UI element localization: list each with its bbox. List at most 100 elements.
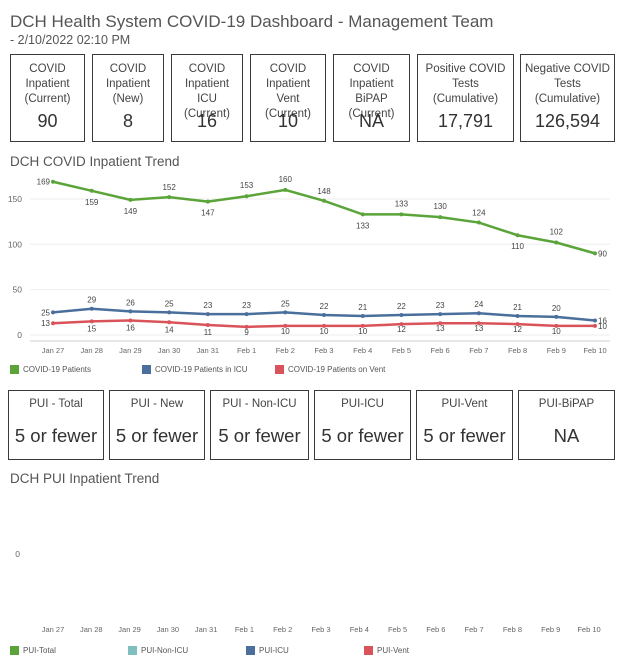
legend-label: COVID-19 Patients in ICU bbox=[155, 365, 248, 374]
legend-swatch bbox=[10, 646, 19, 655]
kpi-positive-tests: Positive COVID Tests (Cumulative) 17,791 bbox=[417, 54, 514, 142]
data-point bbox=[476, 311, 481, 316]
legend-label: COVID-19 Patients on Vent bbox=[288, 365, 386, 374]
kpi-label: COVID Inpatient BiPAP (Current) bbox=[348, 63, 395, 120]
data-label: 169 bbox=[37, 178, 51, 187]
data-point bbox=[438, 321, 443, 326]
data-point bbox=[399, 322, 404, 327]
legend-label: PUI-Vent bbox=[377, 646, 410, 655]
pui-trend-title: DCH PUI Inpatient Trend bbox=[10, 471, 160, 486]
data-label: 26 bbox=[126, 298, 135, 307]
data-label: 25 bbox=[165, 299, 174, 308]
legend-pui-vent[interactable]: PUI-Vent bbox=[364, 646, 409, 655]
legend-label: PUI-Non-ICU bbox=[141, 646, 189, 655]
legend-label: PUI-Total bbox=[23, 646, 56, 655]
data-point bbox=[515, 233, 520, 238]
data-point bbox=[438, 215, 443, 220]
data-point bbox=[244, 324, 249, 329]
data-label: 21 bbox=[513, 303, 522, 312]
data-label: 110 bbox=[511, 242, 524, 251]
data-label: 23 bbox=[242, 301, 251, 310]
x-tick-label: Feb 8 bbox=[508, 346, 527, 355]
data-label: 12 bbox=[397, 325, 406, 334]
legend-label: PUI-ICU bbox=[259, 646, 289, 655]
data-point bbox=[128, 309, 133, 314]
data-label: 152 bbox=[162, 183, 176, 192]
data-point bbox=[167, 310, 172, 315]
x-tick-label: Feb 7 bbox=[465, 625, 484, 634]
data-point bbox=[476, 220, 481, 225]
data-label: 12 bbox=[513, 325, 522, 334]
data-point bbox=[476, 321, 481, 326]
data-label: 14 bbox=[165, 325, 174, 334]
legend-swatch bbox=[275, 365, 284, 374]
data-point bbox=[51, 321, 55, 326]
data-label: 23 bbox=[203, 301, 212, 310]
data-point bbox=[51, 179, 55, 184]
x-tick-label: Jan 31 bbox=[195, 625, 218, 634]
data-point bbox=[128, 318, 133, 323]
pui-label: PUI-BiPAP bbox=[538, 398, 595, 410]
kpi-value: 10 bbox=[277, 111, 299, 131]
x-tick-label: Feb 4 bbox=[353, 346, 372, 355]
data-label: 10 bbox=[281, 327, 290, 336]
data-point bbox=[205, 312, 210, 317]
legend-covid-icu[interactable]: COVID-19 Patients in ICU bbox=[142, 365, 247, 374]
data-label: 124 bbox=[472, 209, 486, 218]
kpi-covid-inpatient-new: COVID Inpatient (New) 8 bbox=[92, 54, 164, 142]
x-tick-label: Feb 5 bbox=[388, 625, 407, 634]
data-label: 22 bbox=[397, 302, 406, 311]
data-point bbox=[167, 320, 172, 325]
pui-value: 5 or fewer bbox=[218, 425, 301, 446]
kpi-value: 17,791 bbox=[437, 111, 494, 131]
data-label: 160 bbox=[279, 175, 293, 184]
data-point bbox=[515, 313, 520, 318]
legend-pui-icu[interactable]: PUI-ICU bbox=[246, 646, 289, 655]
legend-pui-non-icu[interactable]: PUI-Non-ICU bbox=[128, 646, 188, 655]
data-point bbox=[283, 187, 288, 192]
y-tick-label: 100 bbox=[8, 239, 22, 249]
covid-inpatient-trend-chart: 0 50 100 150 Jan 27 Jan 28 Jan 29 Jan 30 Jan 31 F… bbox=[8, 175, 610, 355]
pui-value: NA bbox=[553, 425, 580, 446]
legend-covid-patients[interactable]: COVID-19 Patients bbox=[10, 365, 91, 374]
data-label: 13 bbox=[436, 324, 445, 333]
x-tick-label: Feb 6 bbox=[426, 625, 445, 634]
data-label: 13 bbox=[41, 319, 50, 328]
data-label: 10 bbox=[358, 327, 367, 336]
x-tick-label: Jan 28 bbox=[80, 625, 103, 634]
data-point bbox=[360, 323, 365, 328]
kpi-covid-inpatient-vent: COVID Inpatient Vent (Current) 10 bbox=[250, 54, 326, 142]
kpi-covid-inpatient-icu: COVID Inpatient ICU (Current) 16 bbox=[171, 54, 243, 142]
data-label: 130 bbox=[433, 202, 447, 211]
data-point bbox=[360, 212, 365, 217]
data-label: 9 bbox=[244, 328, 249, 337]
x-tick-label: Jan 30 bbox=[158, 346, 181, 355]
kpi-label: COVID Inpatient Vent (Current) bbox=[264, 63, 311, 120]
data-label: 23 bbox=[436, 301, 445, 310]
x-tick-label: Feb 6 bbox=[431, 346, 450, 355]
pui-icu-tile: PUI-ICU 5 or fewer bbox=[314, 390, 411, 460]
covid-trend-title: DCH COVID Inpatient Trend bbox=[10, 154, 180, 169]
legend-covid-vent[interactable]: COVID-19 Patients on Vent bbox=[275, 365, 385, 374]
data-point bbox=[205, 323, 210, 328]
pui-label: PUI-Vent bbox=[441, 398, 488, 410]
x-tick-label: Feb 10 bbox=[583, 346, 606, 355]
data-label: 90 bbox=[598, 249, 607, 258]
data-label: 10 bbox=[320, 327, 329, 336]
kpi-label: COVID Inpatient (New) bbox=[105, 63, 151, 105]
data-point bbox=[322, 313, 326, 318]
data-point bbox=[167, 195, 172, 200]
data-label: 16 bbox=[598, 316, 607, 325]
data-point bbox=[438, 312, 443, 317]
data-point bbox=[593, 251, 597, 256]
dashboard-title: DCH Health System COVID-19 Dashboard - M… bbox=[10, 12, 494, 31]
pui-inpatient-trend-chart: 0 Jan 27 Jan 28 Jan 29 Jan 30 Jan 31 Feb 1 Feb … bbox=[15, 549, 600, 634]
legend-pui-total[interactable]: PUI-Total bbox=[10, 646, 56, 655]
x-tick-label: Feb 2 bbox=[276, 346, 295, 355]
kpi-negative-tests: Negative COVID Tests (Cumulative) 126,59… bbox=[520, 54, 615, 142]
data-point bbox=[515, 322, 520, 327]
kpi-label: COVID Inpatient ICU (Current) bbox=[183, 63, 230, 120]
data-point bbox=[593, 318, 597, 323]
pui-value: 5 or fewer bbox=[423, 425, 506, 446]
kpi-covid-inpatient-current: COVID Inpatient (Current) 90 bbox=[10, 54, 85, 142]
